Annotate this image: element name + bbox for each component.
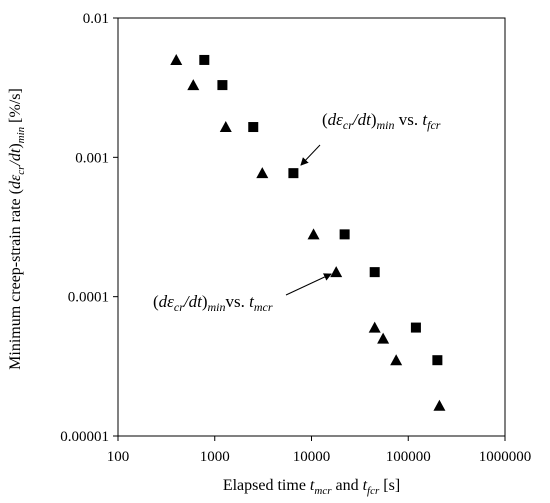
annotation-mcr-arrow xyxy=(285,273,332,296)
triangle-point xyxy=(187,79,200,91)
triangle-point xyxy=(219,121,232,133)
plot-area xyxy=(117,17,506,437)
triangle-point xyxy=(330,266,343,278)
square-point xyxy=(432,355,443,366)
square-point xyxy=(288,168,299,179)
data-points xyxy=(170,53,446,411)
square-point xyxy=(199,54,210,65)
triangle-point xyxy=(433,399,446,411)
x-axis-ticks: 100 1000 10000 100000 1000000 xyxy=(107,436,532,465)
x-tick-label: 1000 xyxy=(200,449,230,465)
y-tick-label: 0.01 xyxy=(83,11,109,27)
x-tick-label: 100000 xyxy=(386,449,431,465)
y-tick-label: 0.001 xyxy=(75,150,109,166)
annotation-mcr: (dεcr/dt)minvs. tmcr xyxy=(153,292,273,314)
triangle-point xyxy=(390,354,403,366)
x-tick-label: 100 xyxy=(107,449,130,465)
square-point xyxy=(217,80,228,91)
annotation-fcr: (dεcr/dt)min vs. tfcr xyxy=(322,110,441,132)
y-tick-label: 0.00001 xyxy=(60,429,109,445)
square-point xyxy=(410,322,421,333)
square-point xyxy=(248,122,259,133)
triangle-point xyxy=(377,332,390,344)
y-axis-label: Minimum creep-strain rate (dεcr/dt)min [… xyxy=(7,88,27,370)
x-tick-label: 1000000 xyxy=(479,449,532,465)
square-point xyxy=(369,267,380,278)
y-axis-ticks: 0.00001 0.0001 0.001 0.01 xyxy=(60,11,118,445)
square-point xyxy=(339,229,350,240)
triangle-point xyxy=(256,167,269,179)
annotation-fcr-arrow xyxy=(300,144,321,166)
triangle-point xyxy=(368,321,381,333)
y-tick-label: 0.0001 xyxy=(68,290,109,306)
x-axis-label: Elapsed time tmcr and tfcr [s] xyxy=(223,477,400,497)
triangle-point xyxy=(170,53,183,65)
x-tick-label: 10000 xyxy=(293,449,331,465)
triangle-point xyxy=(307,228,320,240)
